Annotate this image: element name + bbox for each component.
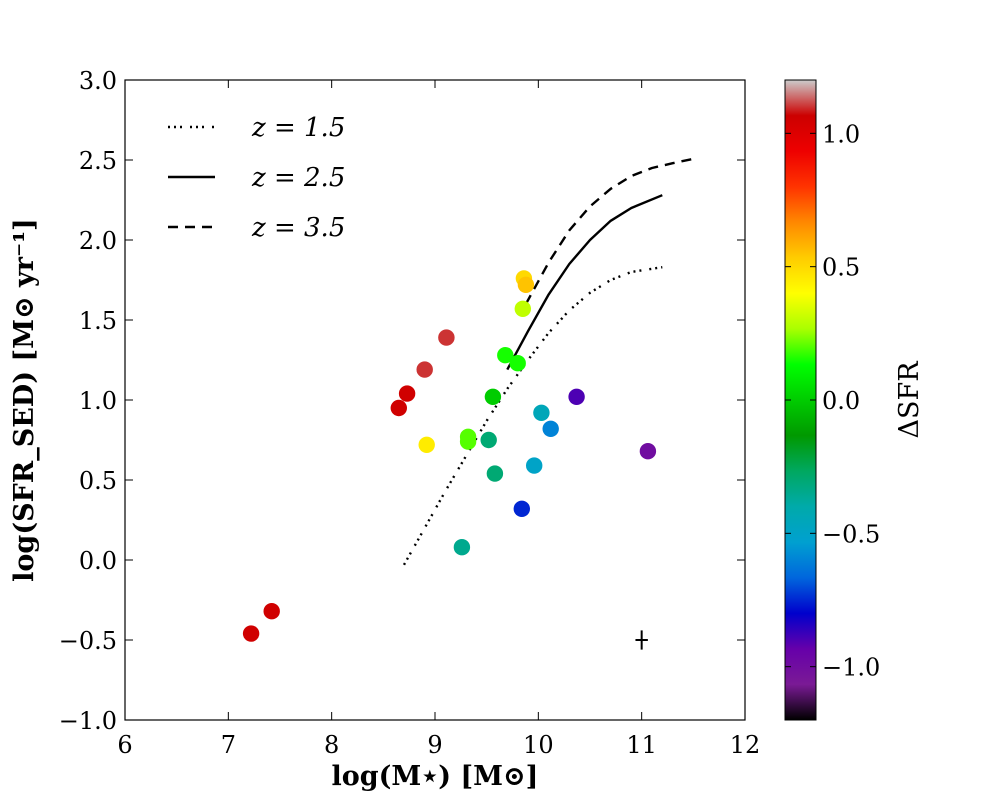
data-point: [533, 404, 550, 421]
y-tick-label: 1.5: [79, 307, 117, 335]
data-point: [513, 500, 530, 517]
data-point: [509, 355, 526, 372]
data-point: [398, 385, 416, 402]
y-tick-label: 1.0: [79, 387, 117, 415]
data-point: [453, 539, 471, 556]
x-tick-label: 8: [324, 731, 339, 759]
data-point: [486, 465, 504, 482]
data-point: [438, 329, 455, 346]
data-point: [568, 388, 585, 405]
data-point: [418, 436, 435, 453]
x-axis: 6 7 8 9 10 11 12: [117, 80, 760, 759]
y-tick-label: −1.0: [59, 707, 117, 735]
legend-label: z = 1.5: [251, 113, 345, 143]
y-tick-label: 2.0: [79, 227, 117, 255]
data-point: [242, 625, 260, 642]
y-tick-label: 3.0: [79, 67, 117, 95]
y-tick-label: 2.5: [79, 147, 117, 175]
data-point: [263, 603, 280, 620]
y-axis: −1.0 −0.5 0.0 0.5 1.0 1.5 2.0 2.5 3.0: [59, 67, 745, 735]
error-bar: [635, 630, 648, 650]
data-point: [459, 428, 477, 445]
colorbar-tick-label: 0.5: [822, 254, 860, 282]
data-point: [480, 431, 497, 449]
colorbar-tick-label: 1.0: [822, 120, 860, 148]
x-tick-label: 9: [427, 731, 442, 759]
data-points: [242, 270, 657, 642]
colorbar-tick-label: −1.0: [822, 654, 880, 682]
x-tick-label: 7: [221, 731, 236, 759]
curve-solid: [506, 194, 663, 371]
y-tick-label: 0.0: [79, 547, 117, 575]
data-point: [390, 399, 407, 417]
y-tick-label: 0.5: [79, 467, 117, 495]
plot-frame: [124, 79, 746, 721]
legend-label: z = 2.5: [251, 163, 345, 193]
colorbar-title: ΔSFR: [894, 361, 925, 439]
legend: z = 1.5 z = 2.5 z = 3.5: [168, 113, 345, 243]
x-tick-label: 11: [626, 731, 657, 759]
model-curves: [402, 157, 696, 566]
data-point: [517, 276, 535, 293]
y-tick-label: −0.5: [59, 627, 117, 655]
data-point: [497, 347, 514, 364]
data-point: [542, 420, 559, 437]
curve-dotted: [402, 266, 663, 566]
colorbar-tick-label: −0.5: [822, 520, 880, 548]
colorbar-axis: 1.0 0.5 0.0 −0.5 −1.0: [785, 120, 880, 682]
x-tick-label: 6: [117, 731, 132, 759]
y-axis-title: log(SFR_SED) [M⊙ yr⁻¹]: [9, 218, 40, 582]
data-point: [514, 300, 531, 317]
data-point: [639, 443, 657, 460]
legend-label: z = 3.5: [251, 213, 345, 243]
x-tick-label: 12: [730, 731, 761, 759]
data-point: [416, 361, 433, 378]
curve-dashed: [524, 157, 696, 305]
data-point: [526, 457, 543, 474]
x-tick-label: 10: [523, 731, 554, 759]
x-axis-title: log(M⋆) [M⊙]: [332, 761, 539, 792]
data-point: [484, 388, 502, 405]
colorbar-tick-label: 0.0: [822, 387, 860, 415]
